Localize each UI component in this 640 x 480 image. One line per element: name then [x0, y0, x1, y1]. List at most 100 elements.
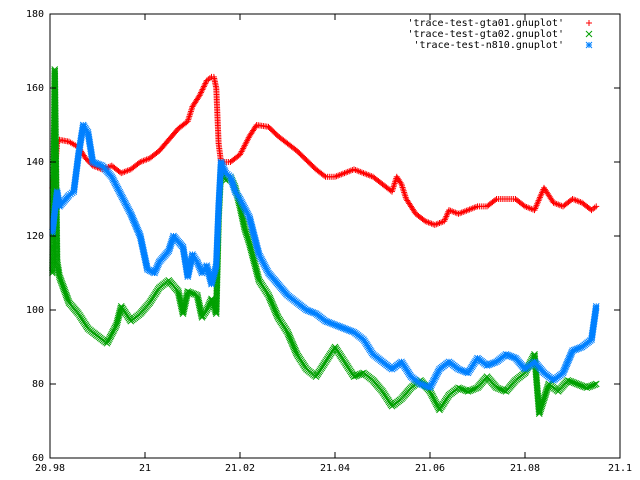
data-point-fill	[52, 165, 60, 173]
data-point-fill	[51, 91, 59, 99]
data-point-fill	[52, 128, 59, 136]
y-tick-label: 100	[26, 305, 44, 316]
data-point-fill	[52, 179, 60, 187]
data-point-fill	[52, 136, 59, 144]
data-point-fill	[51, 99, 59, 107]
data-point-fill	[52, 119, 59, 126]
data-point-fill	[252, 123, 259, 130]
data-point-fill	[52, 171, 60, 179]
data-point-fill	[53, 248, 61, 256]
data-point-fill	[51, 112, 59, 120]
data-point-fill	[52, 117, 59, 125]
legend-label: 'trace-test-gta02.gnuplot'	[407, 29, 564, 40]
data-point-fill	[52, 162, 60, 170]
data-point-fill	[200, 83, 207, 90]
data-point-fill	[52, 138, 59, 146]
legend-marker	[585, 41, 593, 49]
data-point-fill	[53, 236, 61, 243]
data-point-fill	[51, 80, 59, 88]
data-marks	[49, 66, 600, 417]
data-point-fill	[52, 152, 60, 160]
y-tick-label: 60	[32, 453, 44, 464]
data-point-fill	[51, 70, 59, 78]
data-point-fill	[198, 89, 205, 96]
data-point-fill	[52, 127, 59, 134]
data-point-fill	[52, 144, 60, 152]
x-tick-label: 20.98	[35, 463, 65, 474]
data-point-fill	[492, 197, 499, 204]
data-point-fill	[51, 85, 59, 93]
data-point-fill	[51, 72, 59, 80]
data-point-fill	[51, 90, 59, 97]
x-tick-label: 21.02	[225, 463, 255, 474]
y-tick-label: 120	[26, 231, 44, 242]
data-point-fill	[52, 120, 59, 128]
data-point-fill	[52, 157, 60, 165]
data-point-fill	[51, 104, 59, 112]
data-point-fill	[51, 77, 59, 85]
data-point-fill	[202, 80, 209, 87]
data-point-fill	[51, 95, 59, 102]
data-point-fill	[198, 87, 205, 94]
data-point-fill	[397, 179, 404, 186]
data-point-fill	[52, 141, 60, 149]
data-point-fill	[52, 115, 59, 123]
data-point-fill	[53, 253, 61, 261]
data-point-fill	[51, 106, 59, 113]
data-point-fill	[52, 155, 60, 163]
data-point-fill	[321, 172, 328, 179]
data-point	[593, 203, 600, 210]
data-point-fill	[53, 247, 61, 255]
data-point-fill	[52, 167, 60, 174]
data-point-fill	[52, 175, 60, 182]
data-point-fill	[52, 170, 60, 178]
x-tick-label: 21.04	[320, 463, 350, 474]
data-point-fill	[51, 74, 59, 81]
data-point-fill	[51, 83, 59, 91]
data-point-fill	[52, 143, 60, 150]
data-point-fill	[201, 82, 208, 89]
data-point	[592, 302, 600, 310]
data-point-fill	[53, 252, 61, 259]
data-point-fill	[51, 114, 59, 121]
data-point-fill	[51, 75, 59, 83]
data-point-fill	[53, 239, 61, 247]
y-tick-label: 140	[26, 157, 44, 168]
data-point-fill	[51, 67, 59, 75]
data-point-fill	[52, 173, 60, 181]
data-point-fill	[51, 103, 59, 110]
data-point-fill	[53, 237, 61, 245]
data-point	[196, 92, 203, 99]
x-tick-label: 21.1	[608, 463, 632, 474]
x-tick-label: 21.08	[510, 463, 540, 474]
data-point-fill	[52, 151, 60, 158]
data-point-fill	[197, 90, 204, 97]
data-point-fill	[52, 133, 59, 141]
data-point-fill	[52, 131, 59, 139]
data-point-fill	[52, 125, 59, 133]
data-point-fill	[51, 101, 59, 109]
data-point-fill	[52, 135, 59, 142]
data-point-fill	[52, 123, 59, 131]
data-point-fill	[51, 98, 59, 105]
data-point-fill	[53, 240, 61, 248]
legend-label: 'trace-test-gta01.gnuplot'	[407, 18, 564, 29]
data-point-fill	[51, 111, 59, 118]
data-point-fill	[52, 122, 59, 129]
data-point-fill	[51, 96, 59, 104]
data-point-fill	[200, 85, 207, 91]
x-tick-label: 21.06	[415, 463, 445, 474]
data-point-fill	[52, 149, 60, 157]
data-point	[51, 66, 59, 73]
data-point-fill	[52, 139, 60, 147]
data-point-fill	[51, 109, 59, 117]
legend-label: 'trace-test-n810.gnuplot'	[413, 40, 564, 51]
data-point-fill	[51, 78, 59, 86]
data-point-fill	[52, 176, 60, 184]
data-point-fill	[52, 146, 60, 154]
data-point-fill	[51, 88, 59, 96]
data-point-fill	[52, 130, 59, 137]
data-point-fill	[53, 244, 61, 251]
